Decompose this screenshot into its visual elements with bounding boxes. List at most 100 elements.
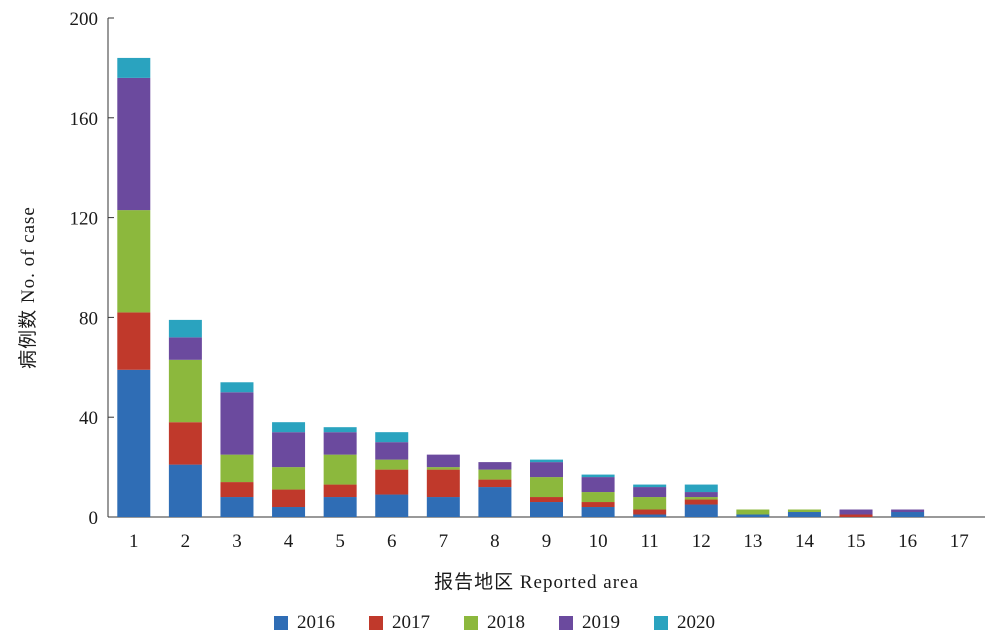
bar-segment-2016: [220, 497, 254, 517]
x-tick-label: 8: [490, 531, 500, 552]
bar-segment-2018: [530, 477, 563, 498]
x-tick-label: 5: [335, 531, 345, 552]
bar-segment-2017: [478, 479, 512, 488]
y-axis: 0 40 80 120 160 200: [70, 9, 114, 529]
bar-segment-2018: [272, 467, 306, 490]
y-tick-label: 160: [70, 109, 99, 130]
bar-segment-2019: [684, 492, 718, 498]
x-tick-label: 10: [589, 531, 608, 552]
bar-segment-2016: [426, 497, 460, 517]
bar-segment-2016: [375, 494, 409, 517]
y-tick-label: 80: [79, 308, 98, 329]
legend-label: 2016: [297, 612, 335, 633]
x-tick-label: 17: [950, 531, 969, 552]
legend-swatch: [369, 616, 383, 630]
bar-segment-2020: [530, 459, 563, 463]
bar-segment-2016: [787, 512, 821, 517]
bar-segment-2020: [220, 382, 254, 393]
bar-segment-2018: [581, 492, 615, 503]
bar-segment-2016: [117, 369, 151, 517]
bar-segment-2017: [272, 489, 306, 508]
bar-segment-2016: [530, 502, 563, 517]
bar-segment-2020: [168, 319, 202, 338]
x-tick-label: 9: [542, 531, 552, 552]
bar-segment-2018: [220, 454, 254, 483]
bar-segment-2020: [272, 422, 306, 433]
bar-segment-2018: [736, 509, 770, 515]
legend-label: 2019: [582, 612, 620, 633]
bar-segment-2018: [787, 509, 821, 513]
bar-segment-2017: [168, 422, 202, 465]
bar-segment-2017: [426, 469, 460, 498]
legend-label: 2018: [487, 612, 525, 633]
bar-segment-2018: [426, 467, 460, 470]
bar-segment-2017: [323, 484, 357, 498]
bar-segment-2017: [839, 514, 873, 517]
bar-segment-2018: [375, 459, 409, 470]
bar-segment-2020: [117, 57, 151, 78]
x-tick-label: 13: [743, 531, 762, 552]
bar-segment-2016: [581, 507, 615, 517]
legend-swatch: [654, 616, 668, 630]
bar-segment-2016: [323, 497, 357, 517]
legend-label: 2020: [677, 612, 715, 633]
y-axis-title: 病例数 No. of case: [17, 206, 39, 369]
bar-segment-2018: [323, 454, 357, 485]
bar-segment-2016: [736, 514, 770, 517]
legend-swatch: [464, 616, 478, 630]
bar-segment-2018: [478, 469, 512, 480]
x-tick-label: 11: [641, 531, 659, 552]
x-tick-label: 4: [284, 531, 294, 552]
bar-segment-2017: [220, 482, 254, 498]
x-axis-title: 报告地区 Reported area: [434, 571, 639, 593]
bar-segment-2019: [375, 442, 409, 460]
y-tick-label: 200: [70, 9, 99, 30]
y-tick-label: 120: [70, 209, 99, 230]
bar-segment-2019: [478, 462, 512, 470]
bar-segment-2019: [633, 487, 667, 498]
bar-segment-2018: [168, 359, 202, 423]
bar-segment-2018: [117, 210, 151, 313]
bar-segment-2017: [530, 497, 563, 503]
bar-segment-2019: [891, 509, 925, 513]
bar-segment-2017: [684, 499, 718, 505]
bar-segment-2017: [117, 312, 151, 370]
x-tick-label: 1: [129, 531, 139, 552]
bar-segment-2019: [117, 77, 151, 211]
bar-segment-2020: [323, 427, 357, 433]
bar-segment-2020: [684, 484, 718, 493]
bars: [117, 57, 925, 517]
bar-segment-2016: [891, 512, 925, 517]
bar-segment-2016: [684, 504, 718, 517]
legend-swatch: [559, 616, 573, 630]
y-tick-label: 40: [79, 408, 98, 429]
legend-item: 2019: [559, 612, 620, 634]
x-tick-label: 6: [387, 531, 397, 552]
bar-segment-2019: [272, 432, 306, 468]
bar-segment-2017: [633, 509, 667, 515]
bar-segment-2018: [684, 497, 718, 500]
bar-segment-2016: [633, 514, 667, 517]
bar-segment-2016: [478, 487, 512, 517]
x-tick-label: 16: [898, 531, 917, 552]
legend-item: 2020: [654, 612, 715, 634]
bar-segment-2019: [426, 454, 460, 468]
bar-segment-2020: [375, 432, 409, 443]
bar-segment-2019: [323, 432, 357, 455]
bar-segment-2019: [220, 392, 254, 455]
bar-segment-2018: [633, 497, 667, 510]
x-tick-label: 3: [232, 531, 242, 552]
bar-segment-2016: [168, 464, 202, 517]
x-tick-label: 14: [795, 531, 815, 552]
legend-item: 2017: [369, 612, 430, 634]
bar-segment-2020: [581, 474, 615, 478]
bar-segment-2019: [168, 337, 202, 360]
bar-segment-2020: [633, 484, 667, 488]
bar-segment-2017: [375, 469, 409, 495]
legend-item: 2018: [464, 612, 525, 634]
x-tick-label: 2: [181, 531, 191, 552]
legend-swatch: [274, 616, 288, 630]
bar-segment-2016: [272, 507, 306, 517]
legend-item: 2016: [274, 612, 335, 634]
